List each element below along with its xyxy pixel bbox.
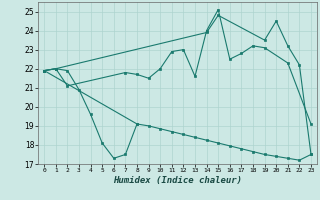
X-axis label: Humidex (Indice chaleur): Humidex (Indice chaleur): [113, 176, 242, 185]
